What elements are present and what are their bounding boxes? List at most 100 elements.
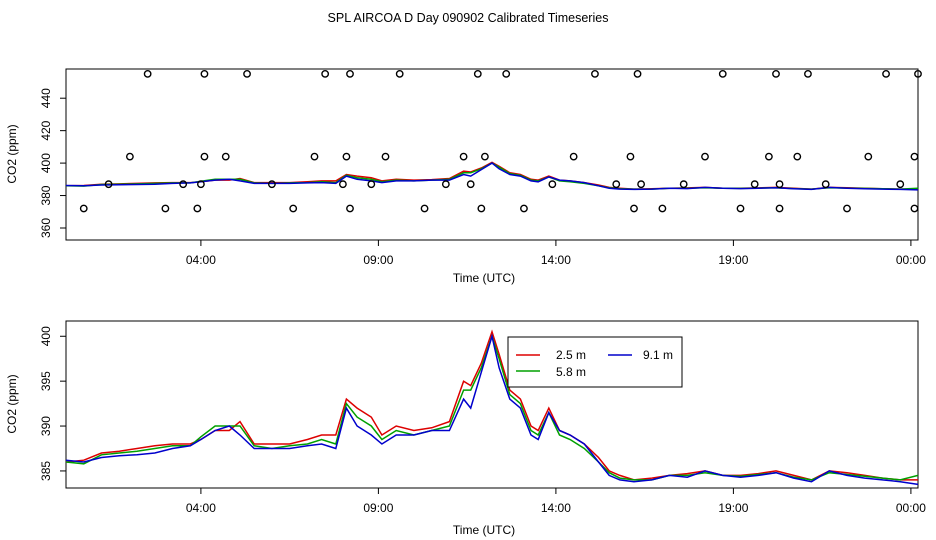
top-outlier-point: [637, 180, 645, 189]
top-outlier-point: [200, 69, 209, 78]
top-y-tick-label: 360: [39, 218, 53, 238]
top-x-tick-label: 04:00: [186, 253, 216, 267]
bottom-y-tick-label: 385: [39, 461, 53, 481]
top-x-axis-label: Time (UTC): [453, 271, 515, 285]
top-outlier-point: [569, 152, 578, 161]
top-y-tick-label: 420: [39, 120, 53, 140]
top-outlier-point: [843, 204, 851, 213]
top-outlier-point: [775, 180, 784, 189]
top-outlier-points: [79, 69, 922, 213]
bottom-x-tick-label: 09:00: [363, 501, 393, 515]
top-series-2-5m: [65, 161, 918, 190]
top-outlier-point: [502, 69, 511, 78]
top-outlier-point: [125, 152, 134, 161]
bottom-plot-frame: [65, 320, 919, 489]
bottom-panel: 04:00 09:00 14:00 19:00 00:00 385 390 395 400 T…: [5, 320, 926, 537]
top-y-axis: 360 380 400 420 440: [39, 88, 66, 238]
bottom-x-tick-label: 04:00: [186, 501, 216, 515]
top-outlier-point: [441, 180, 450, 189]
bottom-y-axis-label: CO2 (ppm): [5, 374, 19, 433]
top-outlier-point: [882, 69, 890, 78]
top-outlier-point: [775, 204, 784, 213]
top-outlier-point: [200, 152, 209, 161]
bottom-x-tick-label: 14:00: [541, 501, 571, 515]
top-outlier-point: [630, 204, 638, 213]
bottom-y-tick-label: 390: [39, 416, 53, 436]
top-outlier-point: [701, 152, 709, 161]
bottom-series-9-1m: [65, 333, 919, 486]
legend: 2.5 m 5.8 m 9.1 m: [507, 336, 683, 388]
top-outlier-point: [196, 180, 205, 189]
top-x-tick-label: 00:00: [896, 253, 926, 267]
top-y-tick-label: 400: [39, 153, 53, 173]
top-outlier-point: [679, 180, 688, 189]
top-series-lines: [65, 161, 919, 191]
top-outlier-point: [612, 180, 621, 189]
bottom-series-lines: [65, 329, 919, 486]
top-outlier-point: [821, 180, 830, 189]
top-outlier-point: [633, 69, 642, 78]
top-x-axis: 04:00 09:00 14:00 19:00 00:00: [186, 240, 926, 267]
top-outlier-point: [338, 180, 347, 189]
top-x-tick-label: 19:00: [718, 253, 748, 267]
top-series-9-1m: [65, 162, 919, 191]
bottom-x-axis-label: Time (UTC): [453, 523, 515, 537]
top-outlier-point: [221, 152, 230, 161]
top-outlier-point: [267, 180, 276, 189]
top-plot-frame: [65, 68, 919, 241]
top-outlier-point: [750, 180, 759, 189]
top-outlier-point: [477, 204, 486, 213]
top-outlier-point: [79, 204, 88, 213]
top-outlier-point: [179, 180, 188, 189]
top-outlier-point: [480, 152, 489, 161]
top-y-tick-label: 440: [39, 88, 53, 108]
bottom-series-2-5m: [65, 329, 918, 481]
top-outlier-point: [736, 204, 745, 213]
top-outlier-point: [466, 180, 475, 189]
top-outlier-point: [395, 69, 404, 78]
top-outlier-point: [765, 152, 773, 161]
top-outlier-point: [346, 204, 354, 213]
top-outlier-point: [864, 152, 873, 161]
top-outlier-point: [193, 204, 202, 213]
top-outlier-point: [591, 69, 599, 78]
top-panel: 04:00 09:00 14:00 19:00 00:00 360 380 400 420 44…: [5, 68, 926, 285]
top-outlier-point: [161, 204, 170, 213]
top-outlier-point: [143, 69, 152, 78]
top-y-tick-label: 380: [39, 185, 53, 205]
top-outlier-point: [520, 204, 528, 213]
top-outlier-point: [342, 152, 351, 161]
bottom-x-tick-label: 00:00: [896, 501, 926, 515]
chart-title: SPL AIRCOA D Day 090902 Calibrated Times…: [328, 11, 609, 25]
top-outlier-point: [772, 69, 780, 78]
top-outlier-point: [459, 152, 468, 161]
top-outlier-point: [289, 204, 298, 213]
top-outlier-point: [243, 69, 251, 78]
top-x-tick-label: 09:00: [363, 253, 393, 267]
top-outlier-point: [793, 152, 802, 161]
top-outlier-point: [914, 69, 922, 78]
bottom-x-axis: 04:00 09:00 14:00 19:00 00:00: [186, 488, 926, 515]
top-outlier-point: [910, 152, 919, 161]
top-outlier-point: [321, 69, 330, 78]
top-outlier-point: [381, 152, 390, 161]
bottom-x-tick-label: 19:00: [718, 501, 748, 515]
legend-box: [507, 336, 683, 388]
legend-label-5.8m: 5.8 m: [556, 365, 586, 379]
top-series-5-8m: [65, 162, 919, 190]
top-outlier-point: [658, 204, 667, 213]
top-outlier-point: [346, 69, 354, 78]
legend-label-9.1m: 9.1 m: [643, 348, 673, 362]
top-outlier-point: [626, 152, 635, 161]
bottom-y-axis: 385 390 395 400: [39, 326, 66, 481]
top-outlier-point: [548, 180, 557, 189]
top-outlier-point: [473, 69, 482, 78]
top-x-tick-label: 14:00: [541, 253, 571, 267]
top-outlier-point: [718, 69, 727, 78]
top-outlier-point: [804, 69, 812, 78]
bottom-series-5-8m: [65, 333, 919, 481]
bottom-y-tick-label: 400: [39, 326, 53, 346]
legend-label-2.5m: 2.5 m: [556, 348, 586, 362]
top-outlier-point: [367, 180, 376, 189]
